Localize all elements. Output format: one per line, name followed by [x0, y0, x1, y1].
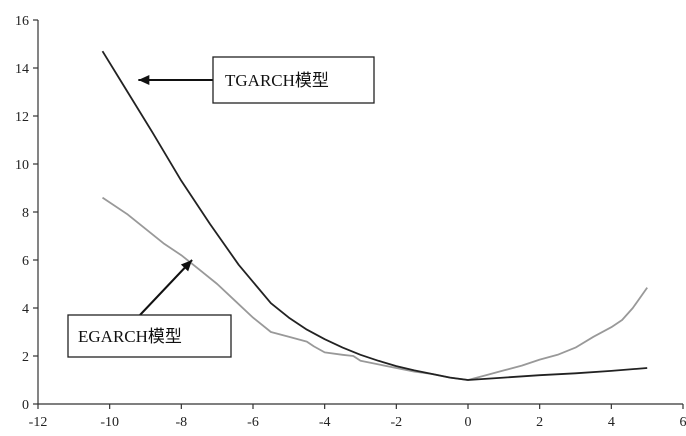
- y-tick-label: 10: [15, 158, 29, 173]
- x-tick-label: 2: [536, 415, 543, 430]
- annotation-label-egarch: EGARCH模型: [78, 327, 182, 346]
- x-ticks: -12 -10 -8 -6 -4 -2 0 2 4 6: [29, 404, 686, 430]
- x-tick-label: -12: [29, 415, 48, 430]
- y-tick-label: 12: [15, 110, 29, 125]
- annotation-box-tgarch: [212, 56, 375, 104]
- y-tick-label: 6: [22, 254, 29, 269]
- annotation-arrow-egarch: [139, 259, 193, 316]
- annotation-label-tgarch: TGARCH模型: [225, 71, 329, 90]
- x-tick-label: -2: [390, 415, 402, 430]
- y-tick-label: 14: [15, 62, 29, 77]
- series-layer: [101, 50, 648, 381]
- x-tick-label: -8: [175, 415, 187, 430]
- y-tick-label: 8: [22, 206, 29, 221]
- x-tick-label: -4: [319, 415, 331, 430]
- y-tick-label: 4: [22, 302, 29, 317]
- x-tick-label: -10: [100, 415, 119, 430]
- annotation-arrowhead-tgarch: [138, 75, 150, 85]
- y-tick-label: 2: [22, 350, 29, 365]
- series-line-egarch: [101, 196, 648, 381]
- annotation-box-egarch: [67, 314, 232, 358]
- x-tick-label: 6: [680, 415, 686, 430]
- x-tick-label: 0: [465, 415, 472, 430]
- y-ticks: 0 2 4 6 8 10 12 14 16: [15, 14, 38, 413]
- annotation-layer: TGARCH模型 EGARCH模型: [67, 56, 375, 358]
- series-line-tgarch: [101, 50, 648, 381]
- annotation-arrowhead-egarch: [180, 260, 193, 272]
- x-tick-label: -6: [247, 415, 259, 430]
- y-tick-label: 16: [15, 14, 29, 29]
- y-tick-label: 0: [22, 398, 29, 413]
- x-tick-label: 4: [608, 415, 615, 430]
